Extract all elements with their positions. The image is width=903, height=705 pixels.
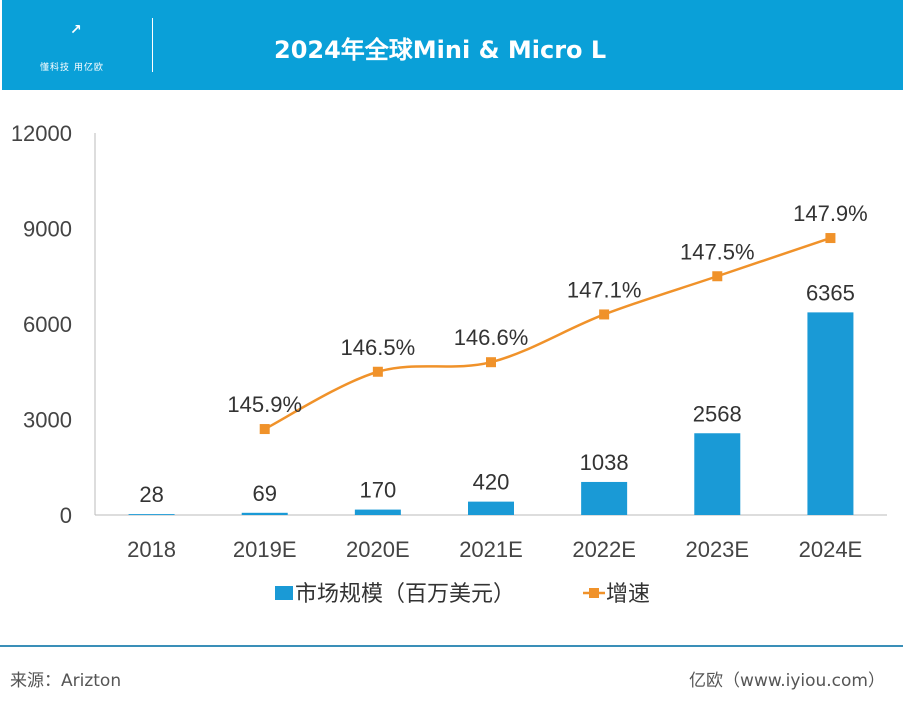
- bar-value-label: 6365: [806, 280, 855, 305]
- bar: [807, 312, 854, 515]
- bar-value-label: 2568: [693, 401, 742, 426]
- bar-value-label: 69: [252, 481, 276, 506]
- bar: [694, 433, 741, 515]
- bar: [241, 512, 288, 515]
- legend-line-label: 增速: [606, 581, 650, 606]
- header-divider: [152, 18, 153, 72]
- growth-value-label: 146.5%: [341, 335, 416, 360]
- x-tick-label: 2020E: [346, 537, 410, 562]
- growth-marker: [486, 357, 496, 368]
- x-tick-label: 2023E: [685, 537, 749, 562]
- growth-marker: [372, 366, 383, 377]
- bar: [354, 509, 401, 515]
- growth-line: [264, 236, 831, 431]
- logo-icon: ↗: [70, 22, 82, 38]
- growth-value-label: 147.5%: [680, 239, 755, 264]
- growth-value-label: 147.9%: [793, 201, 868, 226]
- growth-marker: [259, 424, 270, 435]
- growth-marker: [599, 309, 610, 320]
- growth-value-label: 145.9%: [227, 392, 302, 417]
- x-tick-label: 2018: [127, 537, 176, 562]
- bar: [468, 501, 514, 515]
- footer-divider: [0, 645, 903, 647]
- x-tick-label: 2021E: [459, 537, 523, 562]
- y-tick-label: 9000: [23, 217, 72, 242]
- growth-marker: [825, 233, 836, 244]
- logo-text: 懂科技 用亿欧: [40, 63, 104, 73]
- x-tick-label: 2024E: [799, 537, 863, 562]
- legend-bar-swatch: [275, 586, 293, 600]
- bar-value-label: 1038: [580, 450, 629, 475]
- source-text: 来源：Arizton: [10, 671, 122, 691]
- y-tick-label: 6000: [23, 312, 72, 337]
- growth-value-label: 147.1%: [567, 277, 642, 302]
- x-tick-label: 2022E: [572, 537, 636, 562]
- y-tick-label: 0: [60, 503, 72, 528]
- chart: 0 3000 6000 9000 12000 2018 2019E 2020E 2021E 202…: [11, 121, 887, 606]
- site-text: 亿欧（www.iyiou.com）: [689, 671, 885, 691]
- bar-value-label: 420: [473, 470, 510, 495]
- chart-title: 2024年全球Mini & Micro L: [274, 36, 607, 64]
- y-tick-label: 12000: [11, 121, 72, 146]
- x-tick-label: 2019E: [233, 537, 297, 562]
- bar-value-label: 28: [139, 482, 163, 507]
- bar-value-label: 170: [359, 478, 396, 503]
- legend-bar-label: 市场规模（百万美元）: [295, 581, 515, 606]
- header-banner: ↗ 懂科技 用亿欧 2024年全球Mini & Micro L: [2, 0, 903, 90]
- growth-value-label: 146.6%: [454, 325, 529, 350]
- bar: [128, 514, 175, 515]
- bar: [581, 481, 628, 515]
- growth-marker: [712, 271, 723, 282]
- y-tick-label: 3000: [23, 408, 72, 433]
- legend-line-marker: [589, 588, 599, 598]
